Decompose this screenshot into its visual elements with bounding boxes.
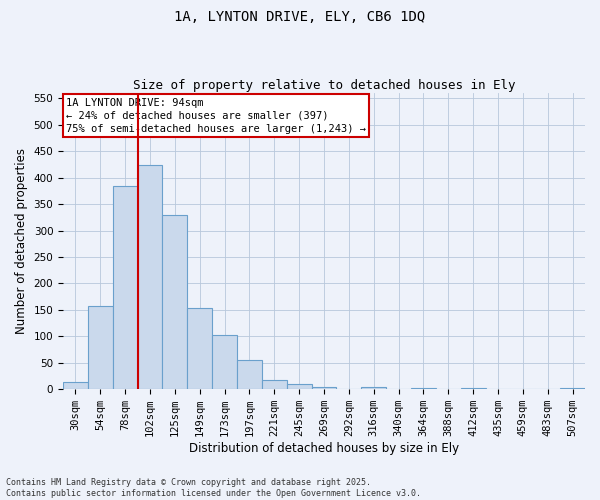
Bar [88, 306, 113, 389]
Bar [163, 215, 187, 389]
Bar [311, 386, 337, 389]
Bar [137, 164, 163, 389]
Bar [237, 360, 262, 389]
Text: Contains HM Land Registry data © Crown copyright and database right 2025.
Contai: Contains HM Land Registry data © Crown c… [6, 478, 421, 498]
Bar [187, 308, 212, 389]
Bar [511, 388, 535, 389]
Title: Size of property relative to detached houses in Ely: Size of property relative to detached ho… [133, 79, 515, 92]
Bar [262, 380, 287, 389]
Text: 1A, LYNTON DRIVE, ELY, CB6 1DQ: 1A, LYNTON DRIVE, ELY, CB6 1DQ [175, 10, 425, 24]
Bar [212, 335, 237, 389]
Bar [287, 384, 311, 389]
Bar [113, 186, 137, 389]
Bar [461, 388, 485, 389]
X-axis label: Distribution of detached houses by size in Ely: Distribution of detached houses by size … [189, 442, 459, 455]
Y-axis label: Number of detached properties: Number of detached properties [15, 148, 28, 334]
Bar [560, 388, 585, 389]
Text: 1A LYNTON DRIVE: 94sqm
← 24% of detached houses are smaller (397)
75% of semi-de: 1A LYNTON DRIVE: 94sqm ← 24% of detached… [65, 98, 365, 134]
Bar [63, 382, 88, 389]
Bar [361, 387, 386, 389]
Bar [411, 388, 436, 389]
